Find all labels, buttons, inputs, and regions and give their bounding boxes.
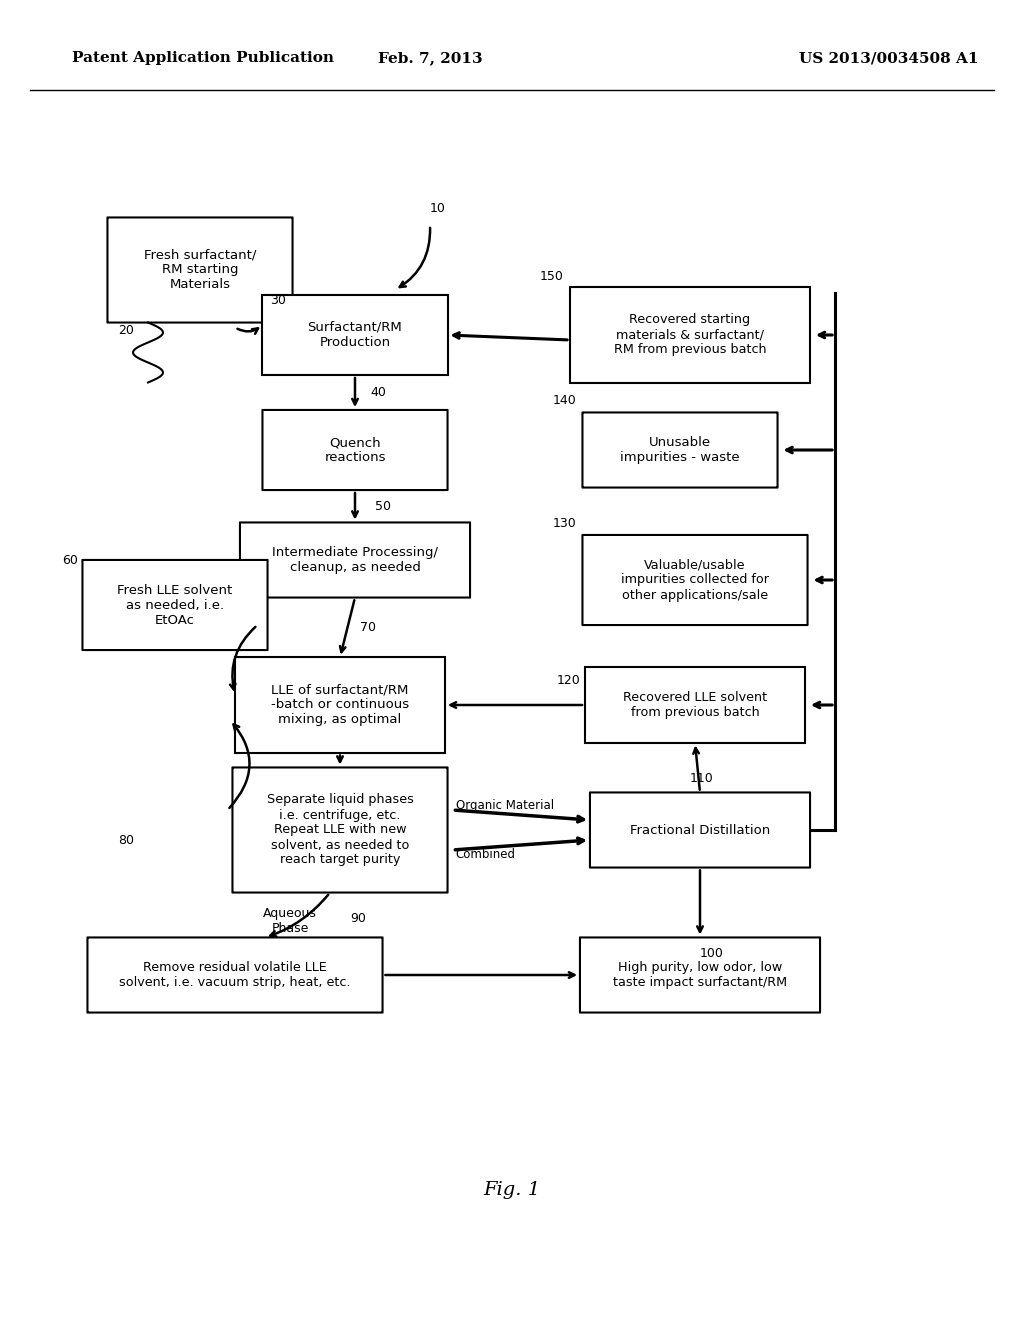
- Text: Surfactant/RM
Production: Surfactant/RM Production: [307, 321, 402, 348]
- FancyBboxPatch shape: [108, 218, 293, 322]
- FancyBboxPatch shape: [262, 411, 447, 490]
- Text: LLE of surfactant/RM
-batch or continuous
mixing, as optimal: LLE of surfactant/RM -batch or continuou…: [271, 684, 409, 726]
- Text: Feb. 7, 2013: Feb. 7, 2013: [378, 51, 482, 65]
- FancyBboxPatch shape: [570, 288, 810, 383]
- Text: Unusable
impurities - waste: Unusable impurities - waste: [621, 436, 739, 465]
- Text: Intermediate Processing/
cleanup, as needed: Intermediate Processing/ cleanup, as nee…: [272, 546, 438, 574]
- Text: 20: 20: [118, 323, 134, 337]
- Text: Aqueous: Aqueous: [263, 908, 317, 920]
- FancyBboxPatch shape: [240, 523, 470, 598]
- FancyBboxPatch shape: [262, 294, 447, 375]
- Text: 140: 140: [553, 395, 577, 408]
- Text: 30: 30: [270, 293, 286, 306]
- Text: Valuable/usable
impurities collected for
other applications/sale: Valuable/usable impurities collected for…: [621, 558, 769, 602]
- FancyBboxPatch shape: [585, 668, 805, 743]
- FancyBboxPatch shape: [232, 767, 447, 892]
- FancyBboxPatch shape: [583, 535, 808, 626]
- Text: 50: 50: [375, 500, 391, 512]
- Text: 40: 40: [370, 385, 386, 399]
- Text: 70: 70: [360, 620, 376, 634]
- FancyBboxPatch shape: [83, 560, 267, 649]
- Text: High purity, low odor, low
taste impact surfactant/RM: High purity, low odor, low taste impact …: [613, 961, 787, 989]
- Text: 150: 150: [540, 269, 564, 282]
- Text: Phase: Phase: [271, 923, 308, 936]
- FancyBboxPatch shape: [234, 657, 445, 752]
- FancyBboxPatch shape: [590, 792, 810, 867]
- Text: 90: 90: [350, 912, 366, 925]
- Text: Fractional Distillation: Fractional Distillation: [630, 824, 770, 837]
- Text: Separate liquid phases
i.e. centrifuge, etc.
Repeat LLE with new
solvent, as nee: Separate liquid phases i.e. centrifuge, …: [266, 793, 414, 866]
- Text: Quench
reactions: Quench reactions: [325, 436, 386, 465]
- Text: Patent Application Publication: Patent Application Publication: [72, 51, 334, 65]
- FancyBboxPatch shape: [583, 412, 777, 487]
- Text: 100: 100: [700, 946, 724, 960]
- Text: Fresh LLE solvent
as needed, i.e.
EtOAc: Fresh LLE solvent as needed, i.e. EtOAc: [118, 583, 232, 627]
- Text: Fig. 1: Fig. 1: [483, 1181, 541, 1199]
- Text: 10: 10: [430, 202, 445, 215]
- FancyBboxPatch shape: [87, 937, 383, 1012]
- Text: 120: 120: [556, 673, 580, 686]
- Text: 80: 80: [118, 833, 134, 846]
- Text: 60: 60: [62, 553, 78, 566]
- Text: 110: 110: [690, 771, 714, 784]
- Text: 130: 130: [553, 517, 577, 531]
- Text: Remove residual volatile LLE
solvent, i.e. vacuum strip, heat, etc.: Remove residual volatile LLE solvent, i.…: [119, 961, 351, 989]
- Text: Organic Material: Organic Material: [456, 799, 554, 812]
- Text: Fresh surfactant/
RM starting
Materials: Fresh surfactant/ RM starting Materials: [143, 248, 256, 292]
- FancyBboxPatch shape: [580, 937, 820, 1012]
- Text: Recovered LLE solvent
from previous batch: Recovered LLE solvent from previous batc…: [623, 690, 767, 719]
- Text: US 2013/0034508 A1: US 2013/0034508 A1: [799, 51, 978, 65]
- Text: Combined: Combined: [456, 847, 515, 861]
- Text: Recovered starting
materials & surfactant/
RM from previous batch: Recovered starting materials & surfactan…: [613, 314, 766, 356]
